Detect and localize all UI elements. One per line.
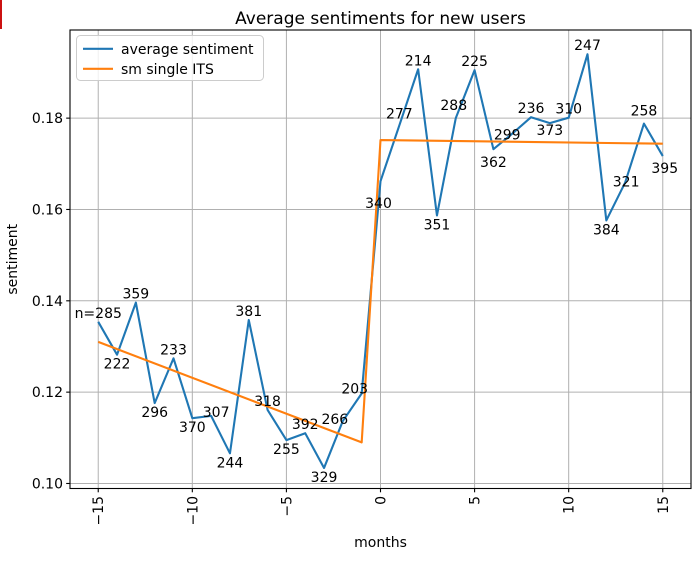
point-label: 370 <box>179 420 206 436</box>
point-label: 266 <box>321 412 348 428</box>
point-label: 329 <box>311 470 338 486</box>
point-label: 384 <box>593 222 620 238</box>
y-axis: 0.10 0.12 0.14 0.16 0.18 <box>32 111 70 492</box>
point-label: 222 <box>104 357 131 373</box>
point-label: 321 <box>613 175 640 191</box>
y-tick-label: 0.10 <box>32 476 63 492</box>
average-sentiment-line <box>97 53 664 470</box>
x-tick-label: −15 <box>91 496 107 526</box>
legend: average sentiment sm single ITS <box>76 35 264 81</box>
x-tick-label: 10 <box>562 496 578 514</box>
point-label: 395 <box>651 161 678 177</box>
y-tick-label: 0.12 <box>32 385 63 401</box>
point-label: n=285 <box>75 306 122 322</box>
point-label: 255 <box>273 442 300 458</box>
x-tick-label: 15 <box>656 496 672 514</box>
point-label: 214 <box>405 53 432 69</box>
x-axis: −15 −10 −5 0 5 10 15 <box>91 488 672 526</box>
legend-box <box>76 35 264 81</box>
grid <box>70 30 691 489</box>
point-label: 296 <box>141 405 168 421</box>
x-tick-label: −10 <box>185 496 201 526</box>
chart-title: Average sentiments for new users <box>235 9 526 29</box>
point-label: 359 <box>122 287 149 303</box>
point-label: 381 <box>235 304 262 320</box>
x-axis-label: months <box>354 535 407 551</box>
point-label: 233 <box>160 342 187 358</box>
point-label: 288 <box>440 98 467 114</box>
point-label: 236 <box>518 101 545 117</box>
y-tick-label: 0.18 <box>32 111 63 127</box>
y-tick-label: 0.16 <box>32 202 63 218</box>
point-label: 203 <box>341 382 368 398</box>
point-label: 318 <box>254 394 281 410</box>
point-label: 373 <box>536 123 563 139</box>
legend-entry-label: sm single ITS <box>121 62 214 78</box>
x-tick-label: −5 <box>279 496 295 517</box>
point-label: 258 <box>631 104 658 120</box>
screen-edge-artifact <box>0 0 2 29</box>
point-label: 307 <box>203 405 230 421</box>
point-label: 340 <box>365 196 392 212</box>
point-label: 225 <box>461 54 488 70</box>
point-label: 310 <box>555 102 582 118</box>
y-tick-label: 0.14 <box>32 294 63 310</box>
point-label: 351 <box>424 217 451 233</box>
point-label: 277 <box>386 106 413 122</box>
point-label: 392 <box>292 417 319 433</box>
its-fit-line <box>97 139 663 444</box>
x-tick-label: 5 <box>468 496 484 505</box>
point-label: 362 <box>480 155 507 171</box>
legend-entry-label: average sentiment <box>121 42 254 58</box>
point-label: 299 <box>494 128 521 144</box>
x-tick-label: 0 <box>374 496 390 505</box>
point-label: 247 <box>574 38 601 54</box>
y-axis-label: sentiment <box>5 223 21 294</box>
point-label: 244 <box>217 455 244 471</box>
